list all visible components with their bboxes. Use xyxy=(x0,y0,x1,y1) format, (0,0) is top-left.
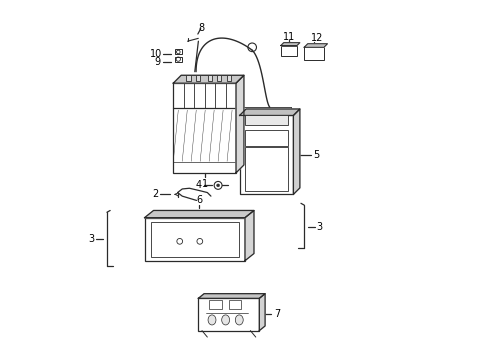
Bar xyxy=(175,57,181,62)
Polygon shape xyxy=(240,109,300,116)
Bar xyxy=(198,298,259,330)
Bar xyxy=(186,76,191,81)
Polygon shape xyxy=(198,294,265,298)
Text: 8: 8 xyxy=(198,23,204,33)
Polygon shape xyxy=(236,75,244,173)
Bar xyxy=(208,76,212,81)
Text: 12: 12 xyxy=(312,33,324,43)
Bar xyxy=(145,218,245,261)
Ellipse shape xyxy=(235,315,243,325)
Bar xyxy=(281,45,297,56)
Bar xyxy=(173,83,236,173)
Text: 4: 4 xyxy=(196,180,201,190)
Polygon shape xyxy=(304,44,327,47)
Bar xyxy=(229,300,242,309)
Ellipse shape xyxy=(221,315,230,325)
Text: 3: 3 xyxy=(89,234,95,244)
Text: 9: 9 xyxy=(155,57,161,67)
Bar xyxy=(217,76,221,81)
Text: 7: 7 xyxy=(274,310,280,319)
Circle shape xyxy=(217,184,220,187)
Bar xyxy=(226,76,231,81)
Polygon shape xyxy=(245,211,254,261)
Polygon shape xyxy=(145,211,254,218)
Ellipse shape xyxy=(208,315,216,325)
Bar xyxy=(175,49,181,54)
Polygon shape xyxy=(259,294,265,330)
Bar xyxy=(151,221,239,257)
Bar xyxy=(245,116,288,125)
Text: 1: 1 xyxy=(201,179,208,189)
Text: 3: 3 xyxy=(317,222,322,231)
Text: 5: 5 xyxy=(313,150,319,160)
Bar xyxy=(240,116,294,194)
Text: 6: 6 xyxy=(196,195,202,205)
Text: 10: 10 xyxy=(150,49,163,59)
Bar xyxy=(245,130,288,145)
Polygon shape xyxy=(173,75,244,83)
Bar xyxy=(209,300,221,309)
Bar xyxy=(304,47,324,60)
Text: 11: 11 xyxy=(283,32,295,41)
Polygon shape xyxy=(281,42,300,45)
Text: 2: 2 xyxy=(152,189,158,199)
Polygon shape xyxy=(294,109,300,194)
Bar xyxy=(245,147,288,191)
Bar xyxy=(196,76,200,81)
